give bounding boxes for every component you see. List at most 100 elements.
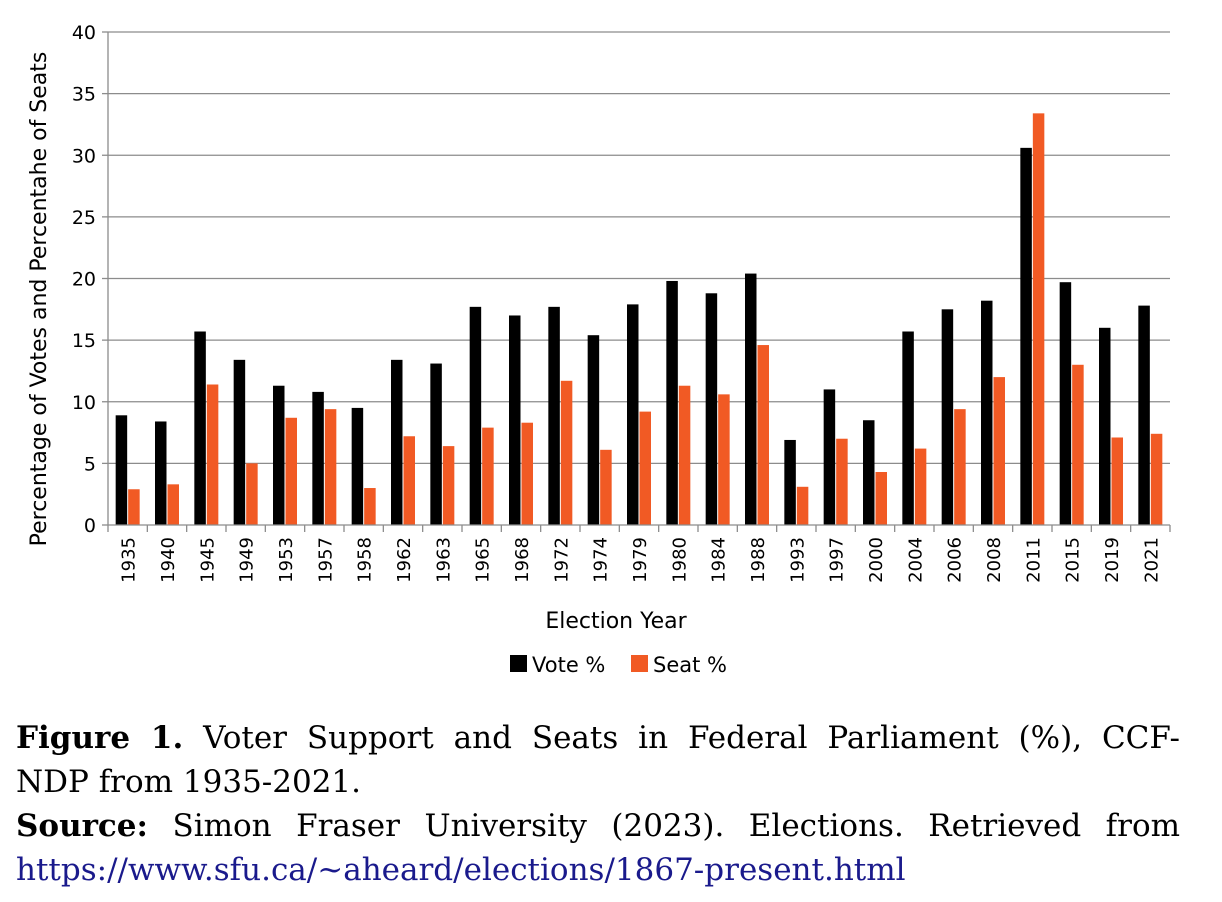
x-tick-label: 2015 bbox=[1063, 537, 1084, 583]
y-tick-label: 15 bbox=[72, 330, 96, 352]
legend: Vote % Seat % bbox=[510, 653, 727, 677]
legend-swatch-vote bbox=[510, 655, 527, 672]
x-tick-label: 1979 bbox=[630, 537, 651, 583]
caption-line-2: NDP from 1935-2021. bbox=[16, 760, 1180, 804]
x-tick-label: 2019 bbox=[1102, 537, 1123, 583]
bar-vote bbox=[941, 309, 954, 525]
bar-vote bbox=[155, 421, 167, 525]
bar-seat bbox=[914, 448, 927, 525]
bar-chart: 0 5 10 15 20 25 30 35 40 1935 1940 1945 1949 1953 1957… bbox=[27, 22, 1171, 677]
bar-seat bbox=[796, 486, 809, 525]
x-tick-label: 2011 bbox=[1023, 537, 1044, 583]
x-tick-label: 1997 bbox=[827, 537, 848, 583]
x-tick-label: 2008 bbox=[984, 537, 1005, 583]
bar-vote bbox=[115, 415, 128, 525]
bar-seat bbox=[836, 438, 848, 525]
bar-vote bbox=[902, 331, 914, 525]
x-tick-label: 1957 bbox=[315, 537, 336, 583]
x-tick-label: 1963 bbox=[433, 537, 454, 583]
bar-vote bbox=[823, 389, 836, 525]
source-url-link[interactable]: https://www.sfu.ca/~aheard/elections/186… bbox=[16, 852, 906, 888]
legend-label-vote: Vote % bbox=[532, 653, 605, 677]
source-text: Simon Fraser University (2023). Election… bbox=[172, 808, 1180, 844]
source-label: Source: bbox=[16, 808, 148, 844]
x-tick-label: 2021 bbox=[1141, 537, 1162, 583]
x-tick-label: 1972 bbox=[551, 537, 572, 583]
x-tick-label: 2004 bbox=[905, 537, 926, 583]
bars bbox=[115, 113, 1163, 526]
figure-caption: Figure 1. Voter Support and Seats in Fed… bbox=[16, 716, 1180, 892]
bar-seat bbox=[364, 488, 376, 525]
bar-seat bbox=[246, 463, 258, 525]
bar-vote bbox=[1138, 305, 1150, 525]
bar-seat bbox=[678, 385, 691, 525]
bar-seat bbox=[718, 394, 730, 525]
bar-seat bbox=[560, 380, 573, 525]
bar-seat bbox=[600, 449, 612, 525]
caption-line-1: Figure 1. Voter Support and Seats in Fed… bbox=[16, 716, 1180, 760]
x-tick-label: 1940 bbox=[158, 537, 179, 583]
bar-vote bbox=[863, 420, 875, 525]
y-tick-label: 0 bbox=[84, 515, 96, 537]
bar-vote bbox=[548, 306, 560, 525]
bar-seat bbox=[1032, 113, 1045, 525]
bar-vote bbox=[745, 273, 757, 525]
bar-seat bbox=[403, 436, 415, 525]
legend-swatch-seat bbox=[631, 655, 648, 672]
legend-label-seat: Seat % bbox=[653, 653, 727, 677]
y-tick-label: 10 bbox=[72, 392, 96, 414]
chart-area: 0 5 10 15 20 25 30 35 40 1935 1940 1945 1949 1953 1957… bbox=[27, 22, 1171, 677]
bar-seat bbox=[285, 417, 297, 525]
bar-seat bbox=[1150, 433, 1163, 525]
bar-vote bbox=[705, 293, 718, 525]
x-tick-label: 1993 bbox=[787, 537, 808, 583]
bar-vote bbox=[430, 363, 442, 525]
figure-text-2: NDP from 1935-2021. bbox=[16, 764, 362, 800]
x-tick-label: 1958 bbox=[355, 537, 376, 583]
bar-seat bbox=[324, 409, 337, 525]
bar-vote bbox=[391, 359, 403, 525]
x-tick-label: 1984 bbox=[709, 537, 730, 583]
caption-line-4: https://www.sfu.ca/~aheard/elections/186… bbox=[16, 848, 1180, 892]
bar-seat bbox=[482, 427, 494, 525]
bar-seat bbox=[521, 422, 533, 525]
x-tick-label: 1968 bbox=[512, 537, 533, 583]
bar-vote bbox=[469, 306, 482, 525]
x-tick-label: 1945 bbox=[197, 537, 218, 583]
x-tick-label: 1974 bbox=[591, 537, 612, 583]
bar-seat bbox=[954, 409, 966, 525]
x-tick-label: 1965 bbox=[473, 537, 494, 583]
caption-line-3: Source: Simon Fraser University (2023). … bbox=[16, 804, 1180, 848]
bar-seat bbox=[167, 484, 179, 525]
y-tick-label: 20 bbox=[72, 269, 96, 291]
figure-text-1: Voter Support and Seats in Federal Parli… bbox=[203, 720, 1180, 756]
x-tick-label: 1935 bbox=[119, 537, 140, 583]
bar-seat bbox=[875, 472, 887, 525]
x-tick-label: 2000 bbox=[866, 537, 887, 583]
bar-vote bbox=[666, 280, 678, 525]
x-tick-label: 1962 bbox=[394, 537, 415, 583]
bar-vote bbox=[312, 391, 324, 525]
bar-vote bbox=[509, 315, 521, 525]
x-tick-label: 1988 bbox=[748, 537, 769, 583]
bar-seat bbox=[442, 446, 455, 525]
bar-vote bbox=[627, 304, 639, 525]
x-tick-label: 1980 bbox=[669, 537, 690, 583]
bar-seat bbox=[757, 345, 769, 525]
gridlines bbox=[108, 31, 1170, 465]
y-tick-label: 40 bbox=[72, 22, 96, 44]
y-tick-label: 35 bbox=[72, 84, 96, 106]
figure-label: Figure 1. bbox=[16, 720, 184, 756]
y-tick-label: 5 bbox=[84, 453, 96, 475]
y-tick-label: 30 bbox=[72, 145, 96, 167]
bar-seat bbox=[1111, 437, 1123, 525]
bar-vote bbox=[194, 331, 206, 525]
axes: 0 5 10 15 20 25 30 35 40 1935 1940 1945 1949 1953 1957… bbox=[72, 22, 1171, 583]
bar-vote bbox=[1059, 282, 1072, 525]
bar-seat bbox=[128, 489, 140, 525]
x-tick-label: 1953 bbox=[276, 537, 297, 583]
bar-seat bbox=[206, 384, 219, 525]
y-axis-label: Percentage of Votes and Percentahe of Se… bbox=[27, 52, 52, 547]
bar-vote bbox=[981, 300, 993, 525]
y-tick-label: 25 bbox=[72, 207, 96, 229]
